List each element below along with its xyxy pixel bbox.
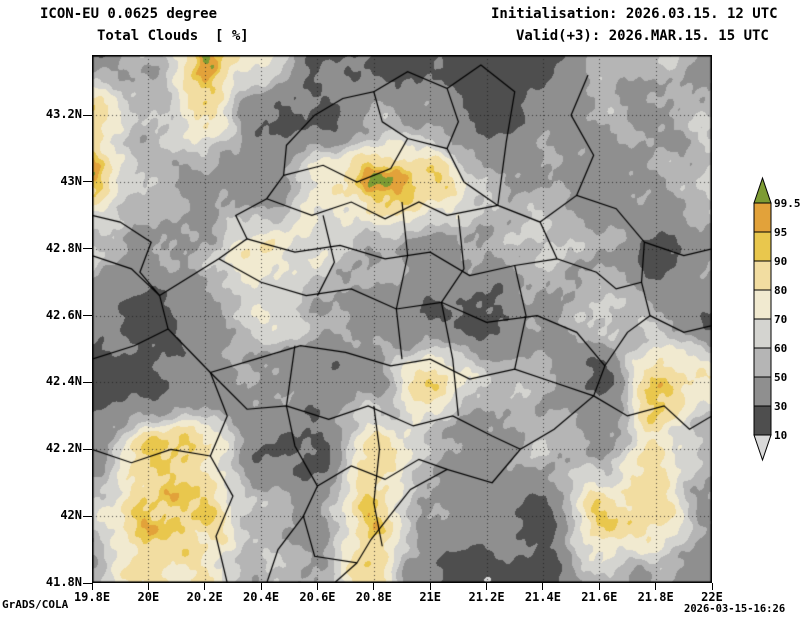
x-axis-tick-label: 21.2E [468,590,505,604]
x-axis-tick-label: 22E [701,590,723,604]
x-axis-tick-label: 21E [419,590,442,604]
x-axis-tick-label: 20E [137,590,160,604]
x-axis-tick-mark [429,583,431,590]
colorbar-segment [753,231,772,262]
x-axis-tick-mark [711,583,713,590]
colorbar-legend: 99.5 95 90 80 70 60 50 30 10 [752,175,800,467]
colorbar-label: 10 [774,429,787,442]
y-axis-tick-mark [83,114,92,116]
y-axis-tick-label: 42.2N [45,441,82,456]
creation-timestamp: 2026-03-15-16:26 [684,603,786,615]
colorbar-arrow-above [753,176,772,204]
colorbar-svg: 99.5 95 90 80 70 60 50 30 10 [753,176,800,462]
x-axis-tick-mark [147,583,149,590]
y-axis-tick-mark [83,515,92,517]
colorbar-label: 50 [774,371,787,384]
parameter-title: Total Clouds [ %] [97,28,249,44]
colorbar-label: 70 [774,313,787,326]
colorbar-segment [753,289,772,320]
x-axis-tick-label: 21.6E [581,590,618,604]
colorbar-arrow-below [753,434,772,462]
x-axis-tick-mark [598,583,600,590]
y-axis-tick-label: 42.6N [45,307,82,322]
x-axis-tick-mark [204,583,206,590]
x-axis-tick-mark [486,583,488,590]
colorbar-segment [753,318,772,349]
x-axis-tick-label: 21.4E [524,590,561,604]
y-axis-tick-mark [83,181,92,183]
x-axis-tick-mark [655,583,657,590]
x-axis-tick-mark [260,583,262,590]
y-axis-tick-label: 42.8N [45,240,82,255]
map-plot-area [92,55,712,583]
y-axis-tick-label: 42.4N [45,374,82,389]
cloud-cover-map-canvas [92,55,712,583]
y-axis-tick-mark [83,248,92,250]
x-axis-tick-label: 21.8E [637,590,674,604]
y-axis-tick-mark [83,582,92,584]
model-title: ICON-EU 0.0625 degree [40,6,218,22]
y-axis-tick-mark [83,315,92,317]
x-axis-tick-label: 20.4E [243,590,280,604]
colorbar-label: 95 [774,226,787,239]
x-axis-tick-label: 20.8E [355,590,392,604]
x-axis-tick-label: 20.2E [186,590,223,604]
y-axis-tick-label: 41.8N [45,575,82,589]
x-axis-tick-mark [316,583,318,590]
colorbar-label: 60 [774,342,787,355]
x-axis-tick-mark [91,583,93,590]
x-axis-tick-label: 19.8E [73,590,111,604]
y-axis-tick-mark [83,448,92,450]
colorbar-segment [753,202,772,233]
initialisation-time: Initialisation: 2026.03.15. 12 UTC [491,6,778,22]
x-axis-tick-label: 20.6E [299,590,336,604]
y-axis-tick-label: 42N [60,508,82,523]
colorbar-segment [753,347,772,378]
colorbar-label: 80 [774,284,787,297]
y-axis-tick-label: 43.2N [45,107,82,122]
colorbar-label: 30 [774,400,787,413]
colorbar-segment [753,376,772,407]
y-axis-tick-mark [83,381,92,383]
y-axis-tick-label: 43N [60,173,82,188]
x-axis-tick-mark [542,583,544,590]
x-axis-tick-mark [373,583,375,590]
colorbar-label: 90 [774,255,787,268]
valid-time: Valid(+3): 2026.MAR.15. 15 UTC [516,28,769,44]
colorbar-segment [753,405,772,436]
colorbar-segment [753,260,772,291]
grads-credit: GrADS/COLA [2,598,69,611]
colorbar-label: 99.5 [774,197,800,210]
